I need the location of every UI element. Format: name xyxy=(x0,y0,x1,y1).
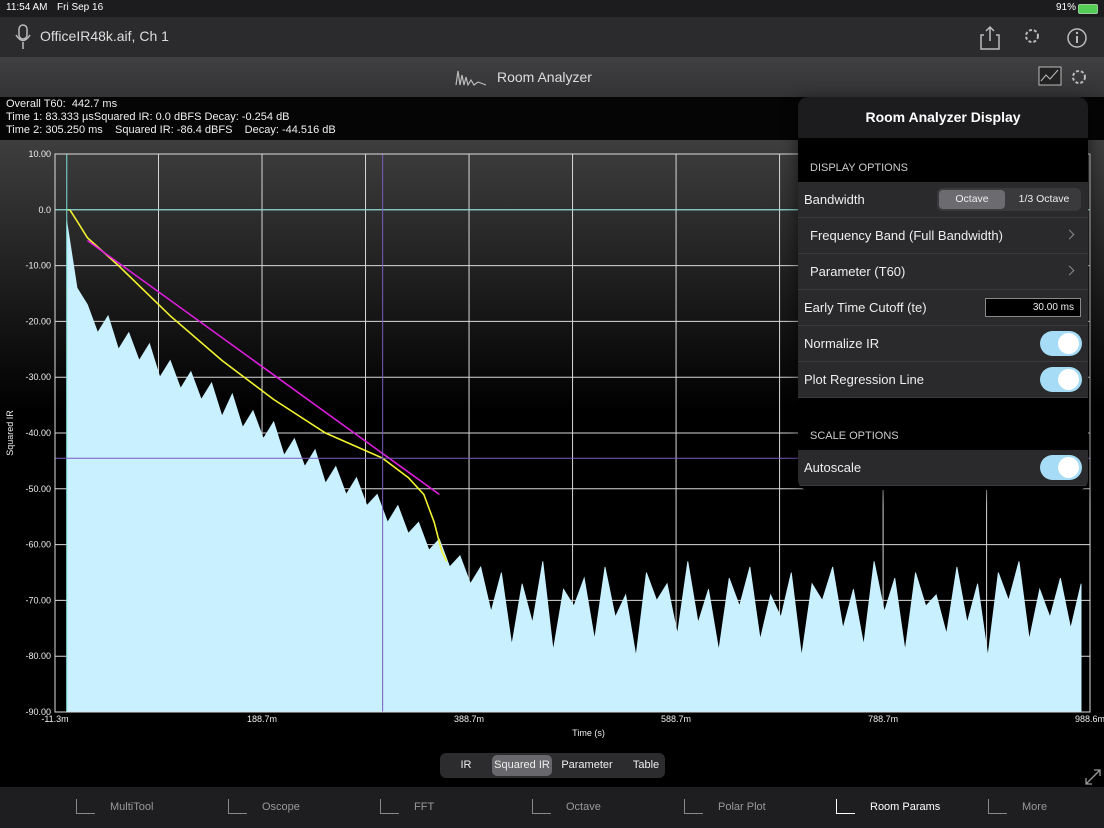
battery-level: 91% xyxy=(1056,2,1077,13)
file-header: OfficeIR48k.aif, Ch 1 xyxy=(0,17,1104,57)
view-tab[interactable]: IR xyxy=(460,759,472,771)
y-tick-label: -10.00 xyxy=(25,261,51,271)
tab-label[interactable]: Oscope xyxy=(262,801,300,813)
text-field[interactable]: 30.00 ms xyxy=(985,298,1081,317)
status-date: Fri Sep 16 xyxy=(57,2,104,13)
tab-label[interactable]: Octave xyxy=(566,801,601,813)
view-tab[interactable]: Table xyxy=(632,759,660,771)
y-tick-label: -50.00 xyxy=(25,484,51,494)
row-label: Bandwidth xyxy=(804,192,865,207)
screen-title: Room Analyzer xyxy=(497,69,592,85)
room-icon xyxy=(455,70,487,87)
settings-row[interactable] xyxy=(798,254,1088,290)
view-tab[interactable]: Parameter xyxy=(561,759,613,771)
file-name[interactable]: OfficeIR48k.aif, Ch 1 xyxy=(40,28,169,44)
battery-icon xyxy=(1078,4,1098,14)
row-label: Autoscale xyxy=(804,460,862,475)
row-label: Plot Regression Line xyxy=(804,372,924,387)
x-tick-label: 188.7m xyxy=(247,714,277,724)
header-icons[interactable] xyxy=(980,25,1088,51)
tab-icon xyxy=(76,799,95,814)
x-tick-label: 388.7m xyxy=(454,714,484,724)
section-header: SCALE OPTIONS xyxy=(810,430,899,442)
y-tick-label: -60.00 xyxy=(25,540,51,550)
curve-line xyxy=(66,209,448,562)
toggle-knob xyxy=(1058,369,1079,390)
bandwidth-option[interactable]: Octave xyxy=(939,190,1005,209)
y-tick-label: -40.00 xyxy=(25,428,51,438)
x-tick-label: 988.6m xyxy=(1075,714,1104,724)
tab-icon xyxy=(380,799,399,814)
y-tick-label: 0.0 xyxy=(38,205,51,215)
popover-header xyxy=(798,97,1088,138)
y-tick-label: -70.00 xyxy=(25,595,51,605)
toggle-knob xyxy=(1058,333,1079,354)
row-label: Normalize IR xyxy=(804,336,880,351)
tab-label[interactable]: Room Params xyxy=(870,801,941,813)
y-tick-label: 10.00 xyxy=(28,149,51,159)
view-segmented-control: IR Squared IR Parameter Table xyxy=(440,753,665,778)
tab-icon xyxy=(836,799,855,814)
display-popover: Room Analyzer Display DISPLAY OPTIONS Band… xyxy=(798,97,1088,490)
settings-row[interactable] xyxy=(798,450,1088,486)
tab-icon xyxy=(684,799,703,814)
info-line: Time 1: 83.333 µsSquared IR: 0.0 dBFS De… xyxy=(6,111,290,123)
plot-frame xyxy=(54,153,1091,713)
settings-row[interactable] xyxy=(798,326,1088,362)
info-line: Overall T60: 442.7 ms xyxy=(6,98,118,110)
x-axis-label: Time (s) xyxy=(572,728,605,738)
x-tick-label: -11.3m xyxy=(41,714,68,724)
tab-label[interactable]: More xyxy=(1022,801,1048,813)
popover-title: Room Analyzer Display xyxy=(865,109,1021,125)
section-header: DISPLAY OPTIONS xyxy=(810,162,909,174)
y-tick-label: -80.00 xyxy=(25,651,51,661)
y-tick-label: -90.00 xyxy=(25,707,51,717)
toolbar: Room Analyzer xyxy=(0,57,1104,98)
tab-label[interactable]: MultiTool xyxy=(110,801,154,813)
expand-icon[interactable] xyxy=(1084,768,1102,786)
x-tick-label: 788.7m xyxy=(868,714,898,724)
row-label: Frequency Band (Full Bandwidth) xyxy=(810,228,1003,243)
bandwidth-option[interactable]: 1/3 Octave xyxy=(1018,193,1070,205)
tab-label[interactable]: Polar Plot xyxy=(718,801,766,813)
status-bar: 11:54 AM Fri Sep 16 91% xyxy=(0,0,1104,17)
view-tab[interactable]: Squared IR xyxy=(492,755,552,776)
settings-row[interactable] xyxy=(798,218,1088,254)
mic-icon[interactable] xyxy=(14,24,32,50)
squared-ir-area xyxy=(66,220,1082,713)
row-label: Parameter (T60) xyxy=(810,264,906,279)
tab-icon xyxy=(532,799,551,814)
display-settings-icons[interactable] xyxy=(1038,66,1094,90)
curve-line xyxy=(86,239,440,496)
toggle-knob xyxy=(1058,457,1079,478)
tab-icon xyxy=(228,799,247,814)
settings-row[interactable] xyxy=(798,362,1088,398)
y-tick-label: -20.00 xyxy=(25,316,51,326)
x-tick-label: 588.7m xyxy=(661,714,691,724)
tab-bar: MultiTool Oscope FFT Octave Polar Plot Room P… xyxy=(0,787,1104,828)
tab-label[interactable]: FFT xyxy=(414,801,435,813)
tab-icon xyxy=(988,799,1007,814)
status-time: 11:54 AM xyxy=(6,2,48,13)
y-axis-label: Squared IR xyxy=(5,410,15,456)
info-line: Time 2: 305.250 ms Squared IR: -86.4 dBF… xyxy=(6,124,336,136)
row-label: Early Time Cutoff (te) xyxy=(804,300,927,315)
y-tick-label: -30.00 xyxy=(25,372,51,382)
